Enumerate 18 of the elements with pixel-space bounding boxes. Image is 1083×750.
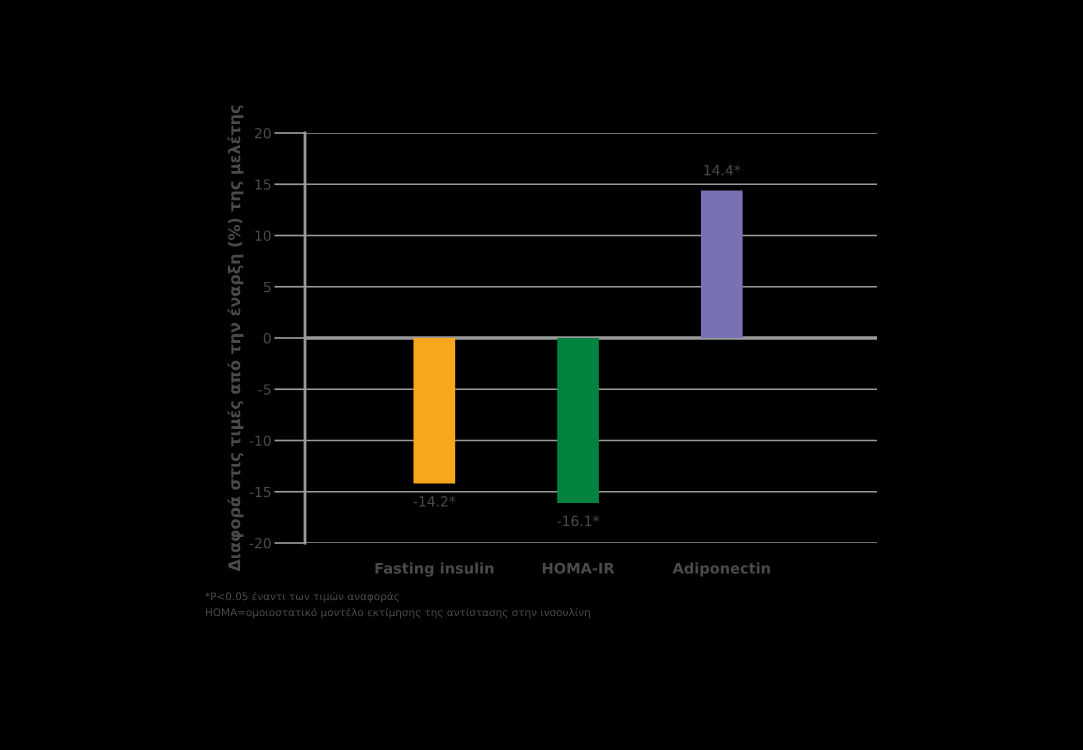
y-tick-label: 5: [263, 281, 271, 293]
x-tick-label: Adiponectin: [672, 562, 770, 577]
y-tick-label: -5: [258, 384, 271, 395]
y-tick-label: -10: [249, 435, 271, 446]
y-tick-label: 15: [255, 179, 271, 190]
text: HOMA=ομοιοστατικό μοντέλο εκτίμησης της αντίστασης στην ινσουλίνη: [206, 607, 590, 619]
data-label: -14.2*: [413, 496, 456, 507]
y-axis-title: Διαφορά στις τιμές από την έναρξη (%) της μελέτης: [227, 105, 244, 572]
y-tick-label: 20: [255, 127, 271, 139]
y-tick-label: -20: [249, 537, 271, 549]
x-tick-label: Fasting insulin: [375, 562, 494, 577]
x-tick-label: HOMA-IR: [542, 562, 615, 574]
data-label: 14.4*: [704, 164, 741, 176]
y-tick-label: -15: [249, 486, 271, 498]
y-tick-label: 10: [255, 230, 271, 241]
data-label: -16.1*: [557, 515, 600, 527]
y-tick-label: 0: [263, 332, 271, 344]
text: *P<0.05 έναντι των τιμών αναφοράς: [205, 591, 399, 603]
